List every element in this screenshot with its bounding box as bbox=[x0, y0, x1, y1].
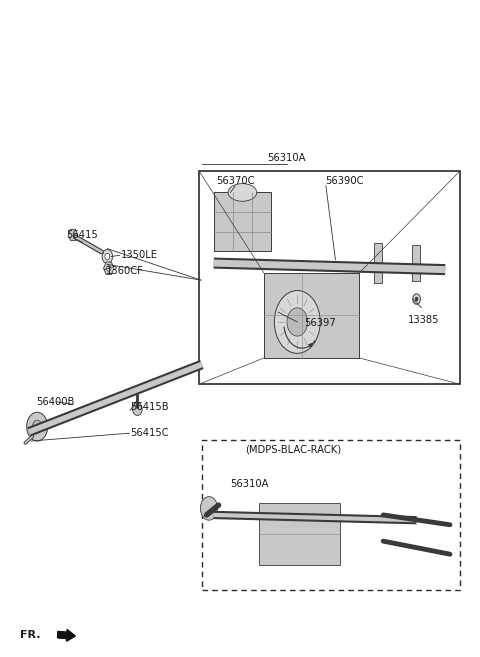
Text: 56415B: 56415B bbox=[130, 402, 169, 412]
Text: 56415: 56415 bbox=[66, 229, 97, 240]
Circle shape bbox=[132, 403, 142, 415]
Circle shape bbox=[102, 250, 113, 263]
Bar bbox=[202, 440, 459, 590]
FancyBboxPatch shape bbox=[214, 193, 271, 251]
Circle shape bbox=[200, 497, 217, 520]
Text: 1360CF: 1360CF bbox=[106, 266, 144, 276]
Text: 56310A: 56310A bbox=[267, 153, 306, 163]
FancyBboxPatch shape bbox=[412, 245, 420, 281]
Text: 56370C: 56370C bbox=[216, 176, 254, 186]
Circle shape bbox=[275, 290, 320, 353]
FancyBboxPatch shape bbox=[264, 273, 360, 358]
Circle shape bbox=[415, 297, 418, 301]
Text: 56400B: 56400B bbox=[36, 397, 74, 407]
Text: (MDPS-BLAC-RACK): (MDPS-BLAC-RACK) bbox=[245, 445, 341, 455]
Text: 56415C: 56415C bbox=[130, 428, 169, 438]
FancyBboxPatch shape bbox=[373, 244, 382, 283]
Ellipse shape bbox=[228, 183, 257, 201]
Text: 56397: 56397 bbox=[304, 318, 336, 328]
Circle shape bbox=[27, 412, 48, 441]
Circle shape bbox=[413, 294, 420, 304]
Circle shape bbox=[287, 308, 308, 336]
Circle shape bbox=[107, 265, 111, 271]
Circle shape bbox=[33, 420, 42, 433]
FancyArrow shape bbox=[58, 629, 75, 641]
Text: FR.: FR. bbox=[21, 629, 41, 640]
Text: 1350LE: 1350LE bbox=[120, 250, 158, 260]
Circle shape bbox=[105, 253, 110, 260]
FancyBboxPatch shape bbox=[259, 503, 340, 565]
Text: 56310A: 56310A bbox=[230, 479, 269, 489]
Text: 56390C: 56390C bbox=[325, 176, 363, 186]
Text: 13385: 13385 bbox=[408, 315, 440, 325]
Bar bbox=[199, 171, 459, 384]
